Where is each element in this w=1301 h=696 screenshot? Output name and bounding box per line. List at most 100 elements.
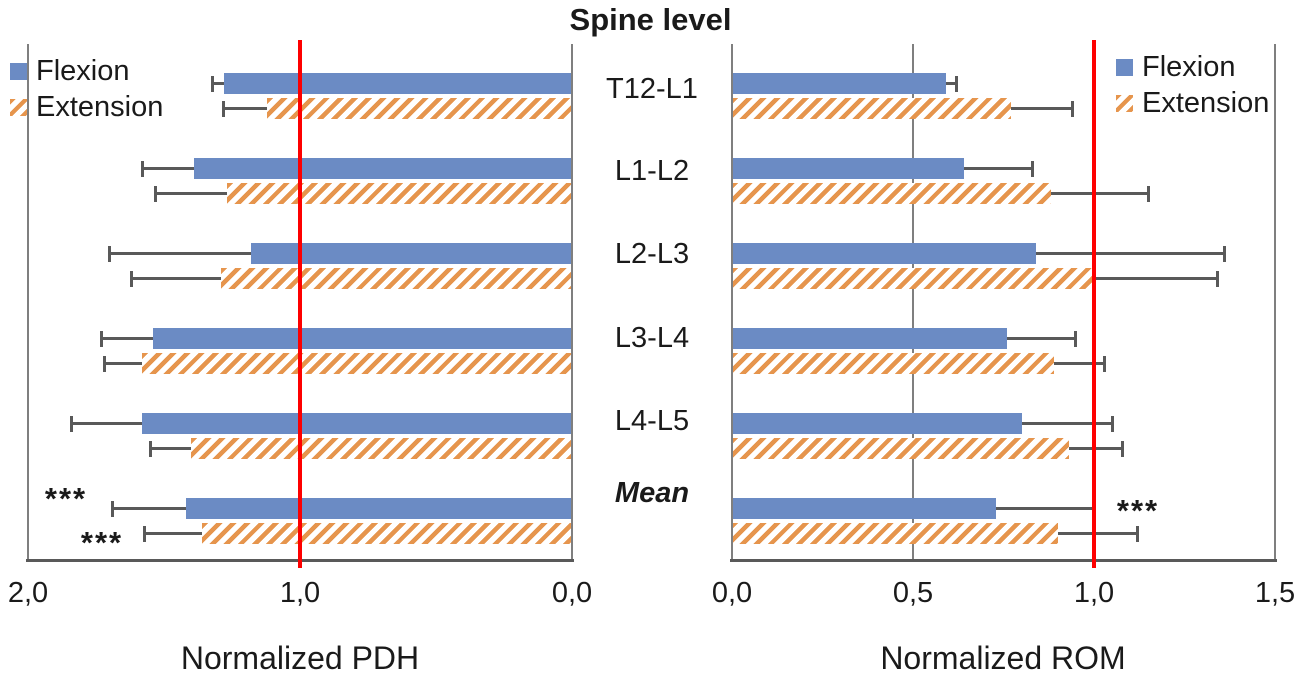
pdh-error-whisker-extension-L2-L3	[131, 277, 222, 280]
extension-swatch-icon	[10, 98, 27, 116]
pdh-x-tick-label-1,0: 1,0	[279, 577, 321, 609]
legend-item-flexion-left: Flexion	[10, 54, 163, 88]
rom-error-cap-flexion-L4-L5	[1110, 415, 1114, 432]
pdh-bar-flexion-L4-L5	[142, 413, 572, 434]
rom-x-tick-label-1,0: 1,0	[1073, 577, 1115, 609]
figure-title: Spine level	[569, 2, 732, 37]
rom-error-cap-extension-T12-L1	[1070, 100, 1074, 117]
pdh-error-cap-flexion-Mean	[110, 500, 114, 517]
pdh-bar-flexion-Mean	[185, 498, 572, 519]
rom-error-whisker-extension-L1-L2	[1050, 192, 1149, 195]
pdh-error-cap-extension-L3-L4	[102, 355, 106, 372]
rom-error-cap-flexion-L3-L4	[1074, 330, 1078, 347]
rom-plot-border-right	[1274, 44, 1276, 560]
legend-right: Flexion Extension	[1116, 50, 1269, 122]
pdh-error-cap-flexion-L1-L2	[140, 160, 144, 177]
rom-error-cap-flexion-L2-L3	[1222, 245, 1226, 262]
rom-reference-line	[1092, 40, 1096, 568]
rom-plot-border-left	[731, 44, 733, 560]
pdh-bar-extension-L3-L4	[142, 353, 572, 374]
rom-error-whisker-extension-L2-L3	[1094, 277, 1218, 280]
rom-bar-flexion-Mean	[732, 498, 997, 519]
rom-error-whisker-flexion-L4-L5	[1021, 422, 1113, 425]
rom-error-whisker-flexion-L1-L2	[963, 167, 1033, 170]
flexion-swatch-icon	[1116, 58, 1133, 76]
pdh-plot-border-right	[571, 44, 573, 560]
legend-label-extension: Extension	[36, 91, 164, 123]
rom-error-cap-flexion-L1-L2	[1030, 160, 1034, 177]
pdh-error-whisker-flexion-L4-L5	[71, 422, 143, 425]
pdh-error-cap-extension-L1-L2	[154, 185, 158, 202]
pdh-bar-extension-L2-L3	[221, 268, 572, 289]
legend-item-flexion-right: Flexion	[1116, 50, 1269, 84]
rom-error-whisker-flexion-Mean	[996, 507, 1094, 510]
pdh-error-whisker-flexion-Mean	[112, 507, 186, 510]
pdh-error-whisker-extension-T12-L1	[223, 107, 268, 110]
category-label-l2-l3: L2-L3	[614, 238, 690, 270]
rom-error-whisker-flexion-T12-L1	[945, 82, 957, 85]
pdh-error-cap-extension-T12-L1	[222, 100, 226, 117]
pdh-error-whisker-extension-Mean	[144, 532, 203, 535]
rom-error-cap-extension-L2-L3	[1215, 270, 1219, 287]
pdh-error-cap-flexion-L2-L3	[108, 245, 112, 262]
rom-axis-title: Normalized ROM	[880, 640, 1126, 676]
pdh-x-tick-label-0,0: 0,0	[551, 577, 593, 609]
rom-x-tick-label-0,5: 0,5	[892, 577, 934, 609]
category-label-mean: Mean	[614, 477, 690, 509]
rom-bar-flexion-L2-L3	[732, 243, 1037, 264]
pdh-error-whisker-extension-L1-L2	[155, 192, 227, 195]
legend-left: Flexion Extension	[10, 54, 163, 126]
rom-error-whisker-extension-T12-L1	[1010, 107, 1073, 110]
category-label-l1-l2: L1-L2	[614, 155, 690, 187]
pdh-bar-flexion-T12-L1	[223, 73, 572, 94]
rom-bar-extension-Mean	[732, 523, 1058, 544]
pdh-error-cap-extension-Mean	[143, 525, 147, 542]
pdh-error-cap-extension-L4-L5	[148, 440, 152, 457]
extension-swatch-icon	[1116, 94, 1133, 112]
legend-item-extension-right: Extension	[1116, 86, 1269, 120]
rom-error-cap-extension-Mean	[1135, 525, 1139, 542]
pdh-error-whisker-extension-L3-L4	[104, 362, 143, 365]
pdh-error-cap-flexion-T12-L1	[211, 75, 215, 92]
pdh-error-cap-flexion-L4-L5	[70, 415, 74, 432]
rom-error-whisker-extension-L3-L4	[1054, 362, 1105, 365]
significance-pdh-mean-extension: ***	[80, 525, 124, 560]
rom-error-whisker-flexion-L3-L4	[1007, 337, 1076, 340]
rom-bar-flexion-L1-L2	[732, 158, 964, 179]
pdh-bar-extension-L1-L2	[226, 183, 572, 204]
pdh-bar-flexion-L2-L3	[251, 243, 572, 264]
pdh-x-tick-label-2,0: 2,0	[7, 577, 49, 609]
legend-label-extension: Extension	[1142, 87, 1270, 119]
pdh-bar-extension-L4-L5	[191, 438, 572, 459]
pdh-error-whisker-flexion-T12-L1	[212, 82, 224, 85]
pdh-bar-flexion-L1-L2	[193, 158, 572, 179]
category-label-t12-l1: T12-L1	[606, 73, 698, 105]
rom-bar-extension-L2-L3	[732, 268, 1094, 289]
rom-bar-extension-L1-L2	[732, 183, 1051, 204]
legend-label-flexion: Flexion	[1142, 51, 1236, 83]
rom-gridline-0.5	[912, 44, 914, 560]
pdh-error-whisker-flexion-L3-L4	[101, 337, 154, 340]
rom-error-cap-extension-L3-L4	[1103, 355, 1107, 372]
rom-bar-extension-T12-L1	[732, 98, 1011, 119]
legend-label-flexion: Flexion	[36, 55, 130, 87]
significance-pdh-mean-flexion: ***	[44, 481, 88, 516]
pdh-error-whisker-flexion-L2-L3	[109, 252, 252, 255]
rom-bar-flexion-L4-L5	[732, 413, 1022, 434]
significance-rom-mean: ***	[1116, 493, 1160, 528]
pdh-error-cap-extension-L2-L3	[129, 270, 133, 287]
rom-error-cap-flexion-T12-L1	[954, 75, 958, 92]
rom-bar-extension-L4-L5	[732, 438, 1069, 459]
category-label-l4-l5: L4-L5	[614, 405, 690, 437]
rom-x-axis-line	[730, 559, 1277, 562]
pdh-reference-line	[298, 40, 302, 568]
pdh-axis-title: Normalized PDH	[180, 640, 420, 676]
pdh-bar-flexion-L3-L4	[153, 328, 572, 349]
rom-error-whisker-flexion-L2-L3	[1036, 252, 1225, 255]
rom-error-cap-extension-L4-L5	[1121, 440, 1125, 457]
pdh-error-cap-flexion-L3-L4	[99, 330, 103, 347]
legend-item-extension-left: Extension	[10, 90, 163, 124]
rom-x-tick-label-0,0: 0,0	[711, 577, 753, 609]
pdh-error-whisker-flexion-L1-L2	[142, 167, 194, 170]
